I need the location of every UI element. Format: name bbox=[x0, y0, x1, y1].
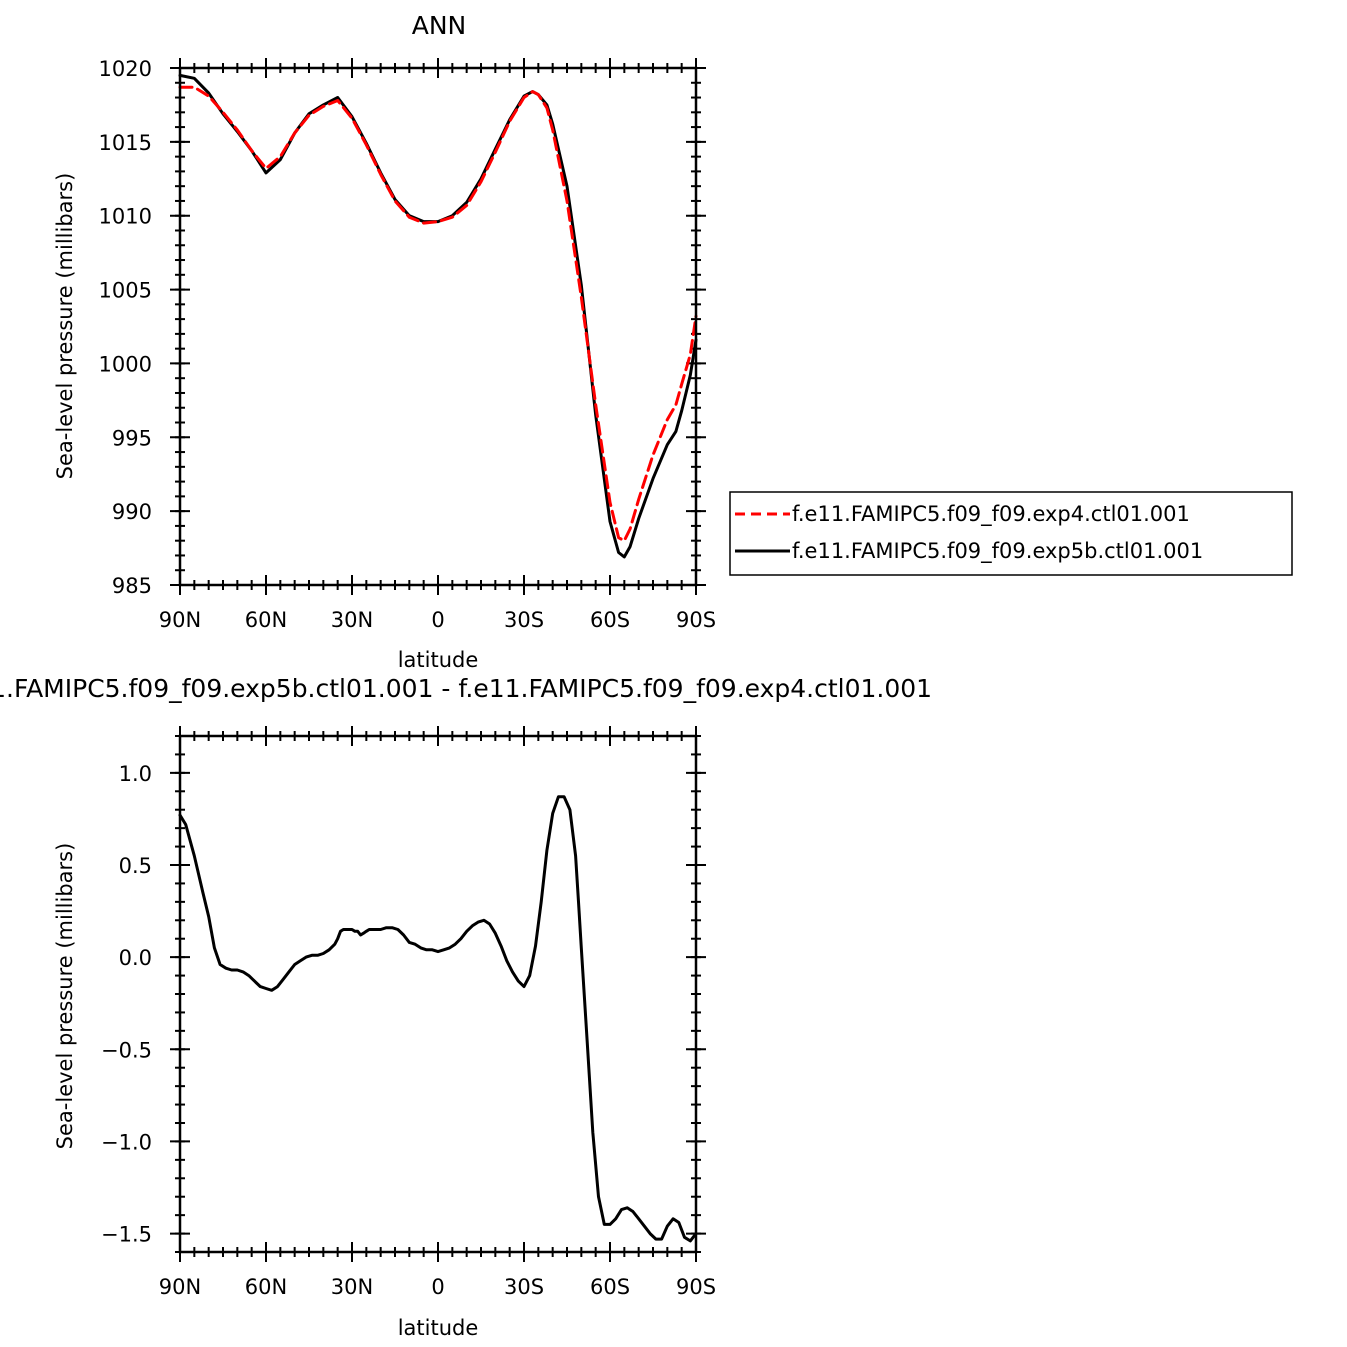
series-line-a bbox=[178, 795, 698, 1243]
legend-label-exp5b: f.e11.FAMIPC5.f09_f09.exp5b.ctl01.001 bbox=[792, 539, 1203, 564]
y-tick-label: 0.5 bbox=[119, 854, 152, 878]
x-tick-label: 60N bbox=[245, 608, 287, 632]
y-tick-label: 1015 bbox=[99, 131, 152, 155]
x-tick-label: 90S bbox=[676, 1275, 716, 1299]
y-tick-label: −1.5 bbox=[101, 1223, 152, 1247]
y-tick-label: −1.0 bbox=[101, 1130, 152, 1154]
x-tick-label: 0 bbox=[431, 608, 444, 632]
y-tick-label: −0.5 bbox=[101, 1038, 152, 1062]
legend-box bbox=[729, 491, 1293, 576]
series-line-a bbox=[178, 85, 698, 543]
y-tick-label: 985 bbox=[112, 574, 152, 598]
top-chart-panel: ANN 90N 60N 30N 0 30S 60S 90S 985 990 995 1000 1005… bbox=[53, 11, 1293, 672]
legend-label-exp4: f.e11.FAMIPC5.f09_f09.exp4.ctl01.001 bbox=[792, 502, 1190, 527]
x-tick-label: 60S bbox=[590, 1275, 630, 1299]
bottom-chart-series bbox=[178, 795, 698, 1243]
top-chart-legend: f.e11.FAMIPC5.f09_f09.exp4.ctl01.001 f.e… bbox=[729, 491, 1293, 576]
bottom-chart-ticks: 90N 60N 30N 0 30S 60S 90S −1.5 −1.0 −0.5 0.0 0.5 1.0 bbox=[101, 726, 716, 1299]
y-tick-label: 1.0 bbox=[119, 762, 152, 786]
x-tick-label: 90S bbox=[676, 608, 716, 632]
x-tick-label: 0 bbox=[431, 1275, 444, 1299]
y-tick-label: 990 bbox=[112, 500, 152, 524]
y-tick-label: 995 bbox=[112, 426, 152, 450]
y-tick-label: 1000 bbox=[99, 352, 152, 376]
y-tick-label: 0.0 bbox=[119, 946, 152, 970]
x-tick-label: 90N bbox=[159, 1275, 201, 1299]
y-tick-label: 1005 bbox=[99, 279, 152, 303]
top-chart-title: ANN bbox=[412, 11, 467, 40]
x-tick-label: 30S bbox=[504, 1275, 544, 1299]
series-line-b bbox=[178, 73, 698, 559]
x-tick-label: 60S bbox=[590, 608, 630, 632]
y-tick-label: 1010 bbox=[99, 205, 152, 229]
x-tick-label: 30N bbox=[331, 608, 373, 632]
y-tick-label: 1020 bbox=[99, 57, 152, 81]
bottom-chart-panel: f.e11.FAMIPC5.f09_f09.exp5b.ctl01.001 - … bbox=[0, 674, 932, 1340]
x-tick-label: 30N bbox=[331, 1275, 373, 1299]
top-chart-ticks: 90N 60N 30N 0 30S 60S 90S 985 990 995 1000 1005 1010… bbox=[99, 57, 716, 632]
bottom-chart-frame bbox=[178, 734, 698, 1254]
bottom-chart-ylabel: Sea-level pressure (millibars) bbox=[53, 843, 77, 1150]
bottom-chart-title: f.e11.FAMIPC5.f09_f09.exp5b.ctl01.001 - … bbox=[0, 674, 932, 703]
top-chart-ylabel: Sea-level pressure (millibars) bbox=[53, 173, 77, 480]
x-tick-label: 90N bbox=[159, 608, 201, 632]
top-chart-series bbox=[178, 73, 698, 559]
top-chart-xlabel: latitude bbox=[398, 648, 479, 672]
x-tick-label: 30S bbox=[504, 608, 544, 632]
bottom-chart-xlabel: latitude bbox=[398, 1316, 479, 1340]
x-tick-label: 60N bbox=[245, 1275, 287, 1299]
top-chart-frame bbox=[178, 66, 698, 587]
